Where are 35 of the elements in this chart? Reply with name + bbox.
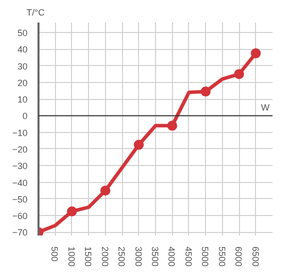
y-tick-label: 20 — [17, 78, 28, 88]
y-axis-title: T/°C — [26, 8, 46, 18]
point — [250, 48, 261, 58]
y-tick-label: −70 — [12, 228, 28, 238]
point — [167, 120, 178, 131]
point — [66, 206, 77, 216]
y-tick-label: 0 — [22, 111, 28, 122]
y-tick-label: −60 — [12, 211, 28, 222]
y-tick-label: −30 — [12, 161, 28, 172]
y-tick-label: −20 — [12, 144, 28, 154]
x-tick-label: 4500 — [183, 246, 194, 267]
x-tick-label: 2000 — [100, 246, 110, 267]
x-tick-label: 4000 — [166, 246, 177, 267]
x-tick-label: 1000 — [66, 246, 76, 267]
x-tick-label: 3500 — [150, 246, 160, 267]
y-tick-label: 30 — [17, 61, 28, 72]
y-tick-label: −40 — [12, 178, 28, 188]
y-tick-label: 40 — [17, 44, 28, 55]
point — [134, 140, 144, 150]
point — [200, 86, 211, 97]
x-tick-label: 5000 — [200, 246, 210, 267]
y-tick-label: −10 — [12, 128, 28, 138]
y-tick-label: −50 — [12, 194, 28, 204]
y-tick-label: 50 — [17, 28, 28, 38]
x-tick-label: 1500 — [83, 246, 94, 267]
y-tick-label: 10 — [17, 94, 28, 105]
x-axis-title: W — [261, 102, 270, 113]
x-tick-label: 5500 — [216, 246, 227, 267]
x-tick-label: 500 — [50, 246, 60, 262]
x-tick-label: 6000 — [234, 246, 244, 267]
x-tick-label: 3000 — [133, 246, 144, 267]
x-tick-label: 2500 — [116, 246, 127, 267]
point — [100, 186, 110, 196]
x-tick-label: 6500 — [250, 246, 260, 267]
point — [234, 69, 244, 80]
